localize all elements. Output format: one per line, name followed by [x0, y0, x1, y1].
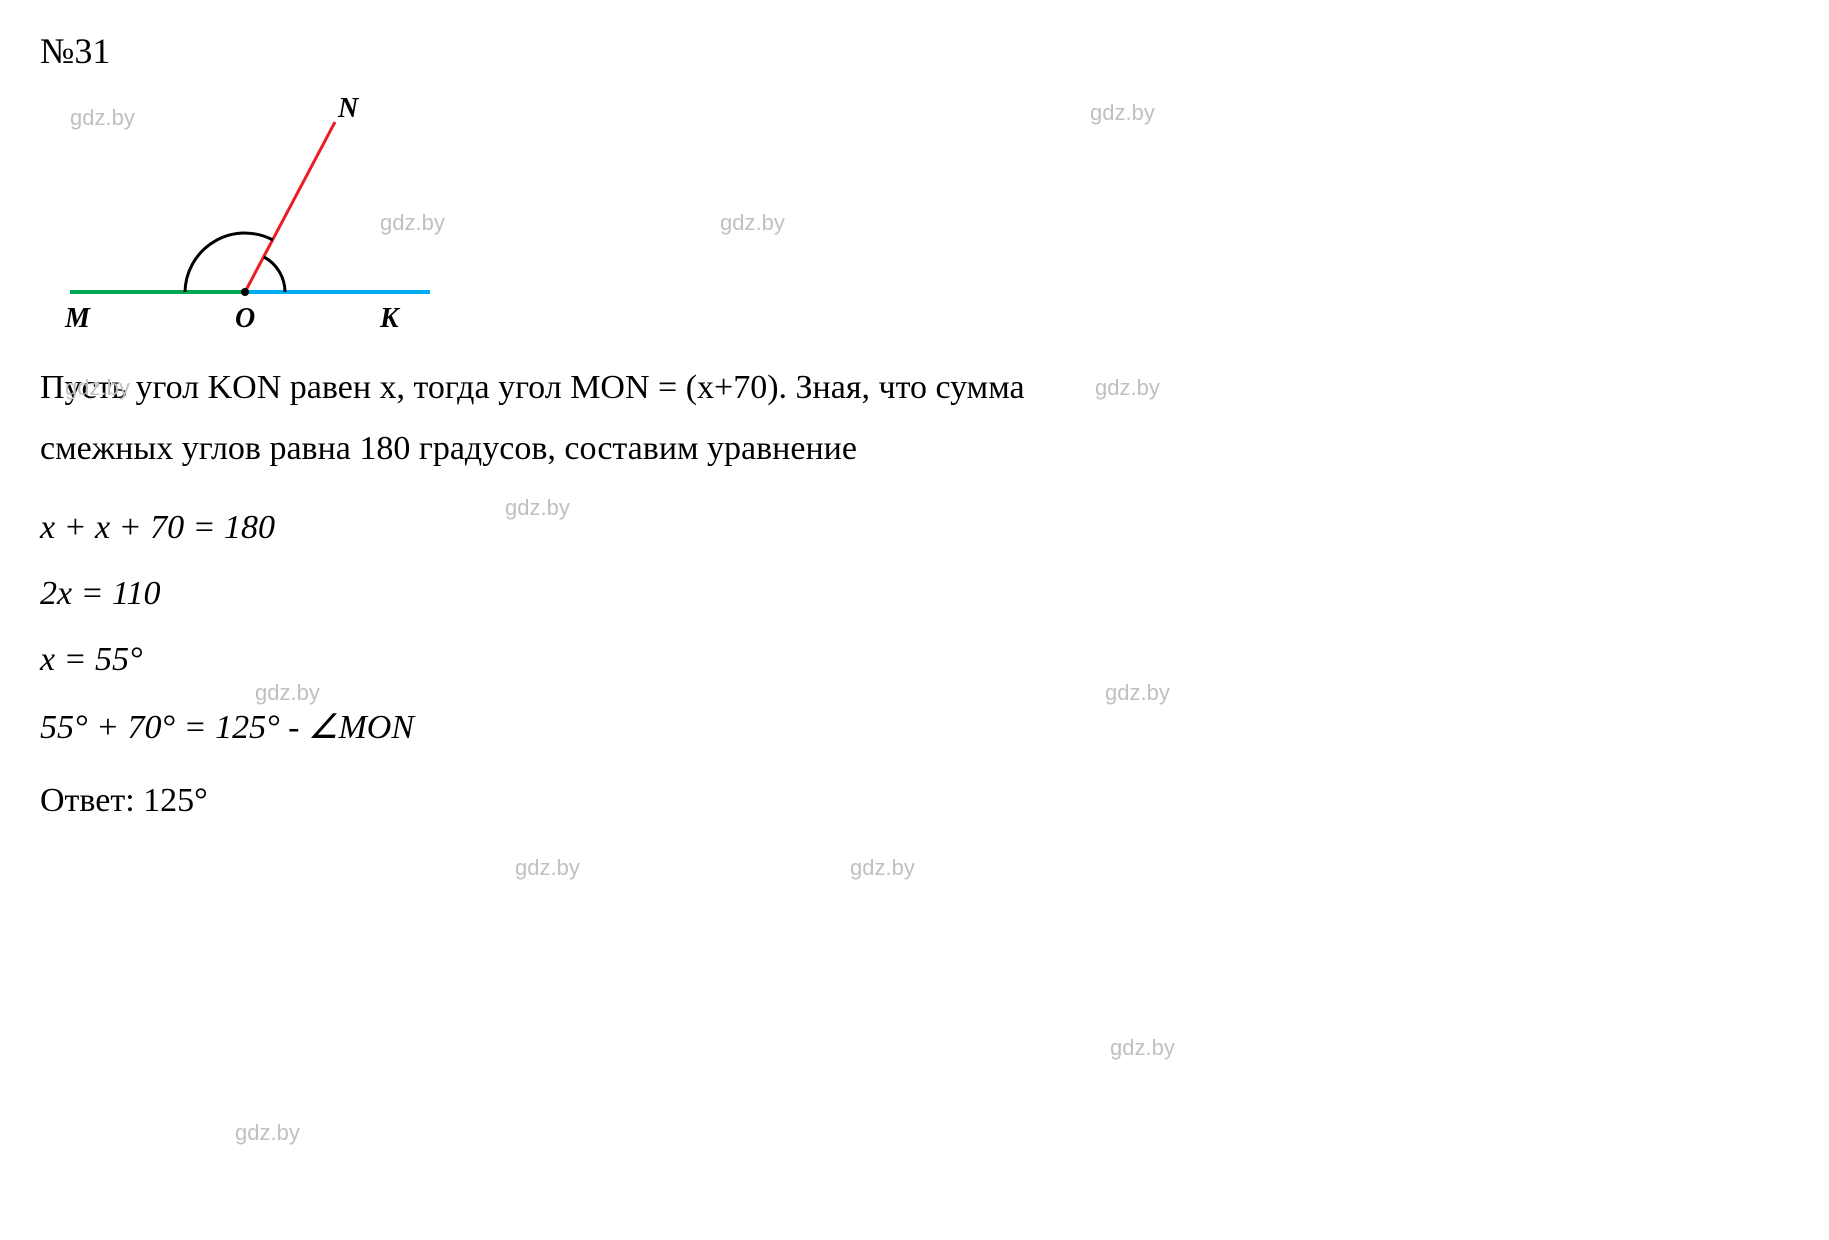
- problem-number: №31: [40, 30, 1789, 72]
- watermark: gdz.by: [235, 1120, 300, 1146]
- equation-4: 55° + 70° = 125° - ∠MON: [40, 707, 1789, 747]
- label-M: M: [64, 303, 91, 332]
- label-O: O: [235, 303, 255, 332]
- geometry-diagram: N M O K: [60, 92, 440, 332]
- watermark: gdz.by: [1105, 680, 1170, 706]
- explanation-line-2: смежных углов равна 180 градусов, состав…: [40, 423, 1789, 474]
- explanation-line-1: Пусть угол KON равен x, тогда угол MON =…: [40, 362, 1789, 413]
- watermark: gdz.by: [720, 210, 785, 236]
- label-K: K: [379, 303, 401, 332]
- watermark: gdz.by: [255, 680, 320, 706]
- equation-3: x = 55°: [40, 641, 1789, 679]
- line-ON: [245, 122, 335, 292]
- answer: Ответ: 125°: [40, 782, 1789, 820]
- arc-KON: [264, 257, 285, 292]
- watermark: gdz.by: [1090, 100, 1155, 126]
- point-O-marker: [241, 288, 249, 296]
- answer-label: Ответ:: [40, 782, 143, 819]
- label-N: N: [337, 93, 360, 124]
- watermark: gdz.by: [1110, 1035, 1175, 1061]
- answer-value: 125°: [143, 782, 208, 819]
- equation-1: x + x + 70 = 180: [40, 509, 1789, 547]
- watermark: gdz.by: [515, 855, 580, 881]
- watermark: gdz.by: [850, 855, 915, 881]
- equation-2: 2x = 110: [40, 575, 1789, 613]
